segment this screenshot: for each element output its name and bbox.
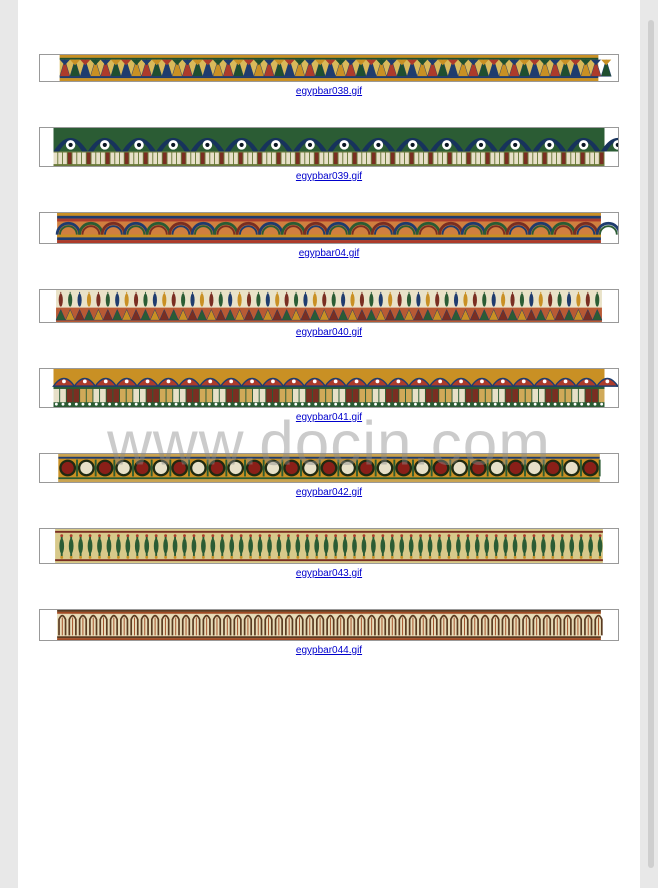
- pattern-image: [39, 528, 619, 564]
- pattern-list: egypbar038.gif egypbar039.gif egypbar04.gi…: [38, 54, 620, 656]
- pattern-caption-link[interactable]: egypbar041.gif: [296, 412, 362, 423]
- pattern-caption-link[interactable]: egypbar042.gif: [296, 487, 362, 498]
- pattern-image: [39, 609, 619, 641]
- pattern-item: egypbar040.gif: [38, 289, 620, 338]
- scrollbar-track[interactable]: [648, 20, 654, 868]
- pattern-caption-link[interactable]: egypbar038.gif: [296, 86, 362, 97]
- pattern-image: [39, 453, 619, 483]
- pattern-image: [39, 212, 619, 244]
- pattern-caption-link[interactable]: egypbar044.gif: [296, 645, 362, 656]
- pattern-image: [39, 368, 619, 408]
- pattern-item: egypbar038.gif: [38, 54, 620, 97]
- document-page: egypbar038.gif egypbar039.gif egypbar04.gi…: [18, 0, 640, 888]
- pattern-image: [39, 54, 619, 82]
- pattern-image: [39, 127, 619, 167]
- pattern-item: egypbar044.gif: [38, 609, 620, 656]
- pattern-caption-link[interactable]: egypbar039.gif: [296, 171, 362, 182]
- pattern-caption-link[interactable]: egypbar043.gif: [296, 568, 362, 579]
- pattern-item: egypbar039.gif: [38, 127, 620, 182]
- pattern-caption-link[interactable]: egypbar04.gif: [299, 248, 360, 259]
- pattern-item: egypbar04.gif: [38, 212, 620, 259]
- pattern-item: egypbar042.gif: [38, 453, 620, 498]
- pattern-item: egypbar043.gif: [38, 528, 620, 579]
- pattern-image: [39, 289, 619, 323]
- pattern-caption-link[interactable]: egypbar040.gif: [296, 327, 362, 338]
- pattern-item: egypbar041.gif: [38, 368, 620, 423]
